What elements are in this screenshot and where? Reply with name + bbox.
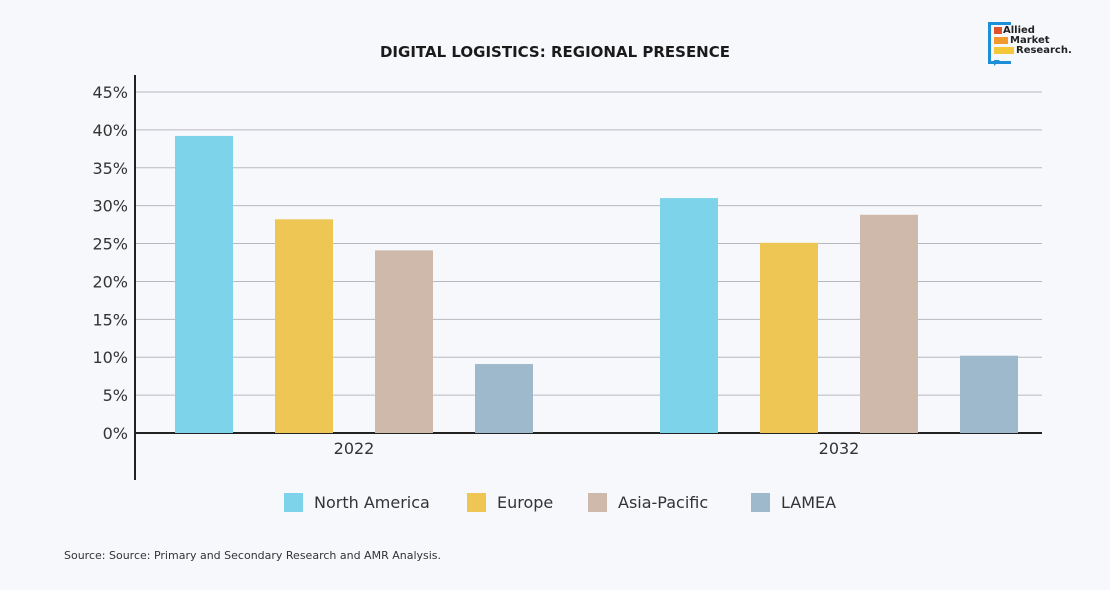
legend-swatch bbox=[284, 493, 303, 512]
x-tick-label: 2022 bbox=[334, 439, 375, 458]
legend-swatch bbox=[588, 493, 607, 512]
chart-title: DIGITAL LOGISTICS: REGIONAL PRESENCE bbox=[379, 43, 730, 61]
bar-north-america-2032 bbox=[660, 198, 718, 433]
y-tick-label: 45% bbox=[92, 83, 128, 102]
bar-europe-2032 bbox=[760, 242, 818, 433]
y-tick-label: 5% bbox=[103, 386, 128, 405]
bar-asia-pacific-2032 bbox=[860, 214, 918, 433]
y-tick-label: 20% bbox=[92, 272, 128, 291]
legend-label: Asia-Pacific bbox=[618, 493, 708, 512]
y-tick-label: 10% bbox=[92, 348, 128, 367]
bar-lamea-2022 bbox=[475, 364, 533, 433]
legend-swatch bbox=[751, 493, 770, 512]
y-tick-label: 40% bbox=[92, 121, 128, 140]
x-tick-label: 2032 bbox=[819, 439, 860, 458]
y-tick-label: 0% bbox=[103, 424, 128, 443]
y-tick-label: 30% bbox=[92, 197, 128, 216]
bar-lamea-2032 bbox=[960, 355, 1018, 433]
allied-market-research-logo: Allied Market Research. bbox=[986, 20, 1076, 68]
legend-label: North America bbox=[314, 493, 430, 512]
source-note: Source: Source: Primary and Secondary Re… bbox=[64, 549, 442, 562]
legend-label: Europe bbox=[497, 493, 553, 512]
y-tick-label: 35% bbox=[92, 159, 128, 178]
bar-europe-2022 bbox=[275, 219, 333, 433]
y-tick-label: 25% bbox=[92, 235, 128, 254]
legend-swatch bbox=[467, 493, 486, 512]
bar-asia-pacific-2022 bbox=[375, 250, 433, 433]
y-tick-label: 15% bbox=[92, 310, 128, 329]
bar-north-america-2022 bbox=[175, 135, 233, 433]
legend-label: LAMEA bbox=[781, 493, 836, 512]
